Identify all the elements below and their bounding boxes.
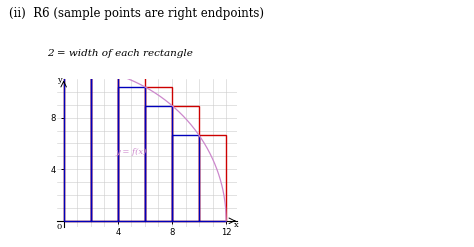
Bar: [91, 75, 118, 221]
Bar: [172, 105, 199, 221]
Bar: [199, 135, 226, 221]
Text: x: x: [234, 221, 239, 229]
Text: 2 = width of each rectangle: 2 = width of each rectangle: [47, 49, 193, 58]
Bar: [145, 105, 172, 221]
Text: 0: 0: [56, 223, 62, 231]
Bar: [145, 87, 172, 221]
Bar: [118, 87, 145, 221]
Bar: [91, 68, 118, 221]
Bar: [118, 75, 145, 221]
Text: (ii)  R6 (sample points are right endpoints): (ii) R6 (sample points are right endpoin…: [9, 7, 264, 21]
Bar: [64, 66, 91, 221]
Bar: [172, 135, 199, 221]
Text: y = f(x): y = f(x): [115, 148, 146, 156]
Text: y: y: [56, 76, 61, 84]
Bar: [64, 68, 91, 221]
